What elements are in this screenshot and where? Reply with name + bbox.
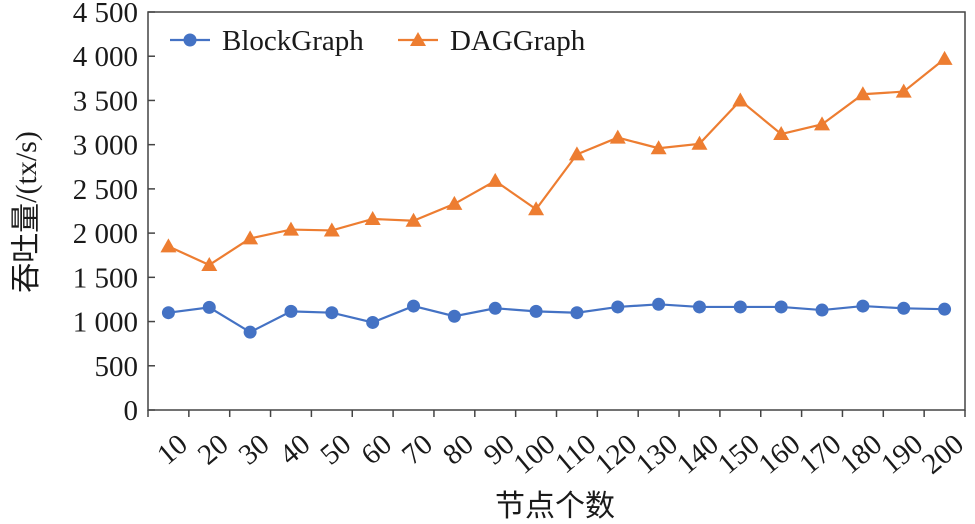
data-point — [856, 299, 870, 313]
data-point — [733, 300, 747, 314]
x-tick-label: 200 — [916, 428, 970, 480]
data-point — [895, 83, 912, 98]
data-point — [814, 116, 831, 131]
x-tick-label: 20 — [192, 428, 235, 471]
legend-marker — [183, 33, 197, 47]
data-point — [160, 238, 177, 253]
plot-frame — [147, 11, 966, 411]
data-point — [611, 300, 625, 314]
y-tick-label: 2 500 — [73, 174, 138, 206]
legend-item-blockgraph: BlockGraph — [170, 25, 364, 57]
data-point — [854, 86, 871, 101]
y-tick-label: 0 — [124, 395, 139, 427]
data-point — [282, 221, 299, 236]
data-point — [936, 50, 953, 65]
data-point — [732, 92, 749, 107]
data-point — [284, 304, 298, 318]
data-point — [446, 195, 463, 210]
series-layer — [160, 50, 953, 339]
legend-label: DAGGraph — [450, 25, 586, 57]
y-axis-title: 吞吐量/(tx/s) — [10, 131, 43, 293]
data-point — [774, 300, 788, 314]
data-point — [773, 126, 790, 141]
data-point — [366, 315, 380, 329]
plot-area — [147, 11, 966, 411]
x-tick-label: 60 — [355, 428, 398, 471]
y-tick-label: 1 500 — [73, 262, 138, 294]
data-point — [652, 297, 666, 311]
data-point — [609, 129, 626, 144]
series-daggraph — [160, 50, 953, 271]
data-point — [528, 201, 545, 216]
data-point — [447, 309, 461, 323]
x-tick-label: 30 — [233, 428, 276, 471]
x-tick-label: 10 — [151, 428, 194, 471]
y-axis-ticks: 0 500 1 000 1 500 2 000 2 500 3 000 3 500 4 000 4… — [73, 0, 155, 427]
y-tick-label: 2 000 — [73, 218, 138, 250]
data-point — [938, 302, 952, 316]
series-line — [168, 303, 945, 334]
data-point — [325, 306, 339, 320]
x-axis-title: 节点个数 — [495, 490, 615, 523]
x-tick-label: 40 — [274, 428, 317, 471]
data-point — [568, 146, 585, 161]
x-tick-label: 50 — [314, 428, 357, 471]
y-tick-label: 500 — [95, 351, 139, 383]
data-point — [243, 325, 257, 339]
data-point — [161, 306, 175, 320]
x-tick-label: 80 — [437, 428, 480, 471]
data-point — [691, 135, 708, 150]
legend: BlockGraph DAGGraph — [170, 25, 586, 57]
x-axis-ticks: 1020304050607080901001101201301401501601… — [147, 410, 970, 481]
data-point — [897, 301, 911, 315]
y-tick-label: 1 000 — [73, 307, 138, 339]
data-point — [488, 301, 502, 315]
data-point — [529, 304, 543, 318]
data-point — [201, 256, 218, 271]
data-point — [242, 230, 259, 245]
data-point — [405, 212, 422, 227]
data-point — [815, 303, 829, 317]
data-point — [407, 299, 421, 313]
data-point — [323, 222, 340, 237]
x-tick-label: 70 — [396, 428, 439, 471]
y-tick-label: 4 500 — [73, 0, 138, 29]
series-blockgraph — [161, 297, 952, 339]
legend-item-daggraph: DAGGraph — [398, 25, 586, 57]
y-tick-label: 4 000 — [73, 41, 138, 73]
legend-marker — [410, 32, 426, 46]
y-tick-label: 3 000 — [73, 130, 138, 162]
series-line — [167, 58, 946, 267]
data-point — [692, 300, 706, 314]
legend-label: BlockGraph — [222, 25, 364, 57]
data-point — [650, 140, 667, 155]
data-point — [570, 306, 584, 320]
data-point — [487, 172, 504, 187]
y-tick-label: 3 500 — [73, 85, 138, 117]
data-point — [364, 210, 381, 225]
data-point — [202, 300, 216, 314]
